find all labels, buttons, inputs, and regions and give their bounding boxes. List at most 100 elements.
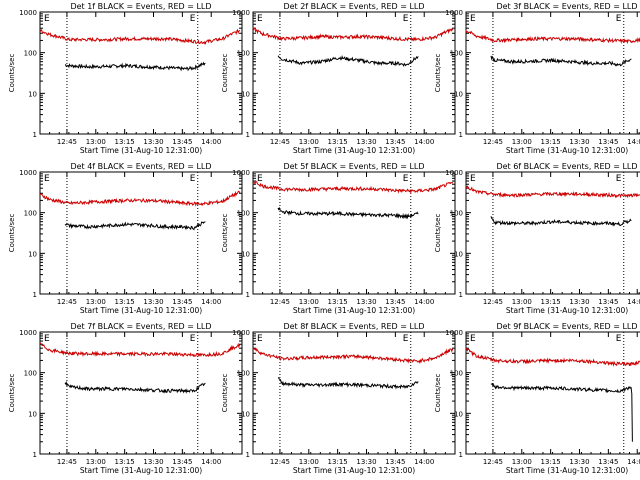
- x-tick-label: 13:45: [385, 298, 405, 306]
- x-tick-label: 13:00: [86, 138, 106, 146]
- plot-frame: [39, 171, 243, 295]
- y-tick-label: 100: [450, 370, 463, 378]
- x-tick-label: 14:00: [414, 298, 434, 306]
- y-tick-label: 1000: [232, 169, 250, 177]
- y-tick-label: 1000: [445, 169, 463, 177]
- x-tick-label: 13:45: [172, 298, 192, 306]
- x-axis-label: Start Time (31-Aug-10 12:31:00): [506, 146, 628, 155]
- chart-panel: Det 6f BLACK = Events, RED = LLD E E 1 10 100…: [434, 162, 640, 315]
- x-tick-label: 13:30: [569, 458, 589, 466]
- events-series-line: [490, 216, 632, 227]
- y-tick-label: 1: [459, 291, 463, 299]
- x-tick-label: 13:00: [512, 458, 532, 466]
- y-tick-label: 1: [33, 291, 37, 299]
- lld-series-line: [40, 28, 241, 45]
- x-tick-label: 13:00: [86, 458, 106, 466]
- y-tick-label: 1: [246, 451, 250, 459]
- chart-panel: Det 2f BLACK = Events, RED = LLD E E 1 10 100…: [221, 2, 456, 155]
- chart-title: Det 2f BLACK = Events, RED = LLD: [283, 2, 424, 11]
- event-marker-label: E: [44, 14, 50, 24]
- x-tick-label: 13:15: [328, 458, 348, 466]
- x-tick-label: 13:00: [512, 298, 532, 306]
- y-axis-label: Counts/sec: [221, 214, 229, 253]
- event-marker-label: E: [403, 174, 409, 184]
- x-tick-label: 13:15: [328, 138, 348, 146]
- y-tick-label: 1: [33, 451, 37, 459]
- plot-frame: [465, 11, 640, 135]
- x-tick-label: 13:15: [115, 138, 135, 146]
- x-tick-label: 13:15: [541, 458, 561, 466]
- x-axis-label: Start Time (31-Aug-10 12:31:00): [80, 466, 202, 475]
- x-tick-label: 14:00: [414, 138, 434, 146]
- lld-series-line: [465, 30, 640, 45]
- x-tick-label: 12:45: [483, 138, 503, 146]
- event-marker-label: E: [616, 174, 622, 184]
- x-axis-label: Start Time (31-Aug-10 12:31:00): [506, 306, 628, 315]
- x-tick-label: 13:00: [299, 138, 319, 146]
- events-series-line: [64, 221, 206, 231]
- x-tick-label: 13:00: [299, 298, 319, 306]
- x-tick-label: 13:30: [143, 458, 163, 466]
- chart-title: Det 4f BLACK = Events, RED = LLD: [70, 162, 211, 171]
- y-axis-label: Counts/sec: [434, 54, 442, 93]
- event-marker-label: E: [190, 174, 196, 184]
- chart-title: Det 7f BLACK = Events, RED = LLD: [70, 322, 211, 331]
- y-tick-label: 1: [33, 131, 37, 139]
- y-tick-label: 10: [454, 410, 463, 418]
- x-tick-label: 14:00: [627, 458, 640, 466]
- y-tick-label: 1000: [232, 9, 250, 17]
- x-tick-label: 13:15: [115, 458, 135, 466]
- chart-title: Det 1f BLACK = Events, RED = LLD: [70, 2, 211, 11]
- x-tick-label: 12:45: [270, 298, 290, 306]
- x-tick-label: 13:45: [598, 458, 618, 466]
- x-tick-label: 13:45: [385, 138, 405, 146]
- events-series-line: [64, 380, 206, 395]
- y-tick-label: 10: [241, 90, 250, 98]
- y-tick-label: 10: [241, 410, 250, 418]
- lld-series-line: [39, 342, 241, 358]
- chart-title: Det 9f BLACK = Events, RED = LLD: [496, 322, 637, 331]
- x-axis-label: Start Time (31-Aug-10 12:31:00): [293, 146, 415, 155]
- x-tick-label: 14:00: [627, 298, 640, 306]
- events-series-line: [490, 382, 633, 442]
- x-axis-label: Start Time (31-Aug-10 12:31:00): [80, 146, 202, 155]
- x-tick-label: 12:45: [57, 138, 77, 146]
- y-tick-label: 1: [246, 291, 250, 299]
- plot-frame: [252, 11, 456, 135]
- y-axis-label: Counts/sec: [434, 374, 442, 413]
- chart-title: Det 8f BLACK = Events, RED = LLD: [283, 322, 424, 331]
- x-tick-label: 13:30: [356, 298, 376, 306]
- y-tick-label: 10: [28, 250, 37, 258]
- x-tick-label: 13:30: [569, 298, 589, 306]
- event-marker-label: E: [403, 334, 409, 344]
- x-tick-label: 13:45: [598, 298, 618, 306]
- y-axis-label: Counts/sec: [221, 374, 229, 413]
- x-tick-label: 12:45: [483, 458, 503, 466]
- x-tick-label: 13:45: [385, 458, 405, 466]
- event-marker-label: E: [403, 14, 409, 24]
- x-axis-label: Start Time (31-Aug-10 12:31:00): [80, 306, 202, 315]
- x-tick-label: 13:45: [172, 138, 192, 146]
- x-tick-label: 13:30: [569, 138, 589, 146]
- plot-frame: [252, 331, 456, 455]
- x-tick-label: 14:00: [201, 458, 221, 466]
- x-tick-label: 13:15: [541, 138, 561, 146]
- x-tick-label: 14:00: [201, 138, 221, 146]
- x-tick-label: 13:45: [598, 138, 618, 146]
- x-axis-label: Start Time (31-Aug-10 12:31:00): [506, 466, 628, 475]
- x-tick-label: 12:45: [57, 458, 77, 466]
- x-tick-label: 13:45: [172, 458, 192, 466]
- x-axis-label: Start Time (31-Aug-10 12:31:00): [293, 466, 415, 475]
- events-series-line: [277, 377, 419, 390]
- x-tick-label: 13:00: [86, 298, 106, 306]
- x-tick-label: 12:45: [270, 458, 290, 466]
- y-tick-label: 1000: [19, 329, 37, 337]
- chart-title: Det 6f BLACK = Events, RED = LLD: [496, 162, 637, 171]
- events-series-line: [64, 61, 206, 72]
- plot-frame: [252, 171, 456, 295]
- plot-frame: [39, 11, 243, 135]
- lld-series-line: [465, 347, 640, 367]
- event-marker-label: E: [616, 14, 622, 24]
- y-axis-label: Counts/sec: [8, 214, 16, 253]
- event-marker-label: E: [470, 14, 476, 24]
